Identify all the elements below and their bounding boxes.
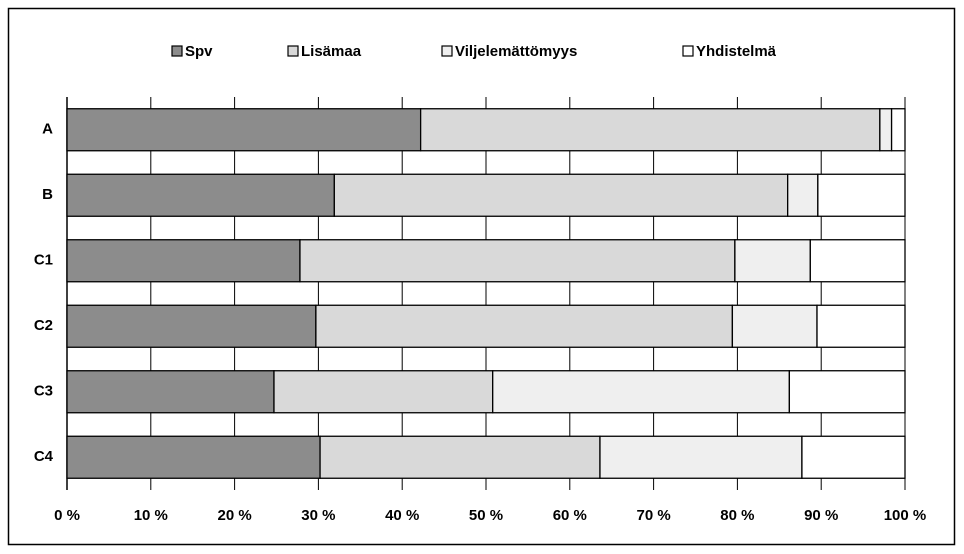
x-tick-label: 100 %: [884, 507, 927, 524]
x-tick-label: 10 %: [134, 507, 168, 524]
x-tick-label: 60 %: [553, 507, 587, 524]
bar-segment: [333, 173, 789, 217]
bar-segment: [599, 435, 803, 479]
y-tick-label: A: [42, 121, 53, 138]
x-tick-label: 20 %: [217, 507, 251, 524]
bar-segment: [816, 304, 906, 348]
legend-label: Spv: [185, 43, 213, 60]
x-tick-label: 40 %: [385, 507, 419, 524]
y-tick-label: C3: [34, 383, 53, 400]
legend-label: Yhdistelmä: [696, 43, 777, 60]
y-tick-label: C1: [34, 252, 53, 269]
bar-segment: [787, 173, 819, 217]
bar-segment: [734, 239, 811, 283]
bar-segment: [66, 435, 321, 479]
bar-segment: [299, 239, 736, 283]
x-tick-label: 30 %: [301, 507, 335, 524]
y-tick-label: B: [42, 186, 53, 203]
bar-segment: [809, 239, 906, 283]
bar-segment: [492, 370, 791, 414]
bar-segment: [879, 108, 893, 152]
bar-segment: [66, 370, 275, 414]
bar-segment: [66, 239, 301, 283]
bar-segment: [731, 304, 818, 348]
x-tick-label: 0 %: [54, 507, 80, 524]
y-tick-label: C2: [34, 317, 53, 334]
bar-segment: [315, 304, 734, 348]
bar-segment: [419, 108, 881, 152]
bar-segment: [788, 370, 906, 414]
bar-segment: [66, 304, 317, 348]
x-tick-label: 70 %: [636, 507, 670, 524]
x-tick-label: 90 %: [804, 507, 838, 524]
legend-label: Viljelemättömyys: [455, 43, 577, 60]
legend-swatch: [441, 45, 453, 57]
x-tick-label: 80 %: [720, 507, 754, 524]
bar-segment: [66, 173, 335, 217]
legend-label: Lisämaa: [301, 43, 362, 60]
bar-segment: [273, 370, 494, 414]
bar-segment: [890, 108, 906, 152]
bar-segment: [66, 108, 422, 152]
y-tick-label: C4: [34, 448, 54, 465]
bar-segment: [801, 435, 906, 479]
legend-swatch: [171, 45, 183, 57]
legend-swatch: [682, 45, 694, 57]
bar-segment: [817, 173, 906, 217]
legend-swatch: [287, 45, 299, 57]
bar-segment: [319, 435, 601, 479]
x-tick-label: 50 %: [469, 507, 503, 524]
